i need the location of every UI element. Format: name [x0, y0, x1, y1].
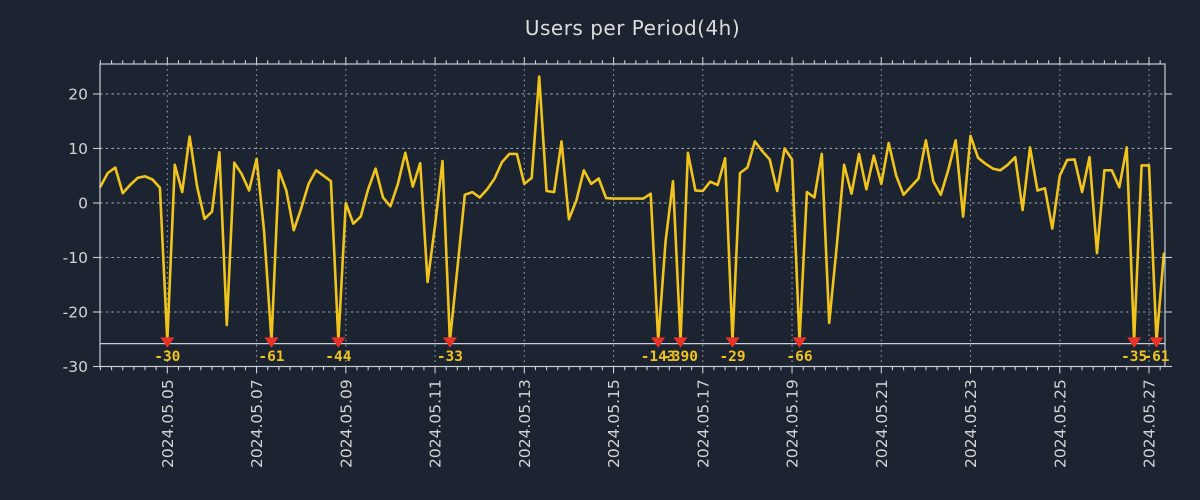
outlier-marker-icon [331, 337, 346, 348]
marker-value-label: -66 [786, 349, 812, 365]
marker-value-label: -44 [325, 349, 351, 365]
outlier-marker-icon [160, 337, 175, 348]
x-tick-label: 2024.05.27 [1141, 379, 1159, 468]
marker-value-label: -33 [437, 349, 463, 365]
outlier-marker-icon [1127, 337, 1142, 348]
marker-value-label: -29 [719, 349, 745, 365]
marker-value-label: -61 [258, 349, 284, 365]
x-tick-label: 2024.05.23 [962, 379, 980, 468]
x-tick-label: 2024.05.21 [873, 379, 891, 468]
y-tick-label: 20 [68, 85, 88, 103]
y-tick-label: -10 [63, 249, 88, 267]
chart-title: Users per Period(4h) [524, 16, 741, 40]
outlier-marker-icon [651, 337, 666, 348]
x-tick-label: 2024.05.07 [248, 379, 266, 468]
marker-value-label: -30 [154, 349, 180, 365]
outlier-marker-icon [792, 337, 807, 348]
y-tick-label: 0 [78, 194, 88, 212]
outlier-marker-icon [725, 337, 740, 348]
x-tick-label: 2024.05.15 [605, 379, 623, 468]
outlier-marker-icon [264, 337, 279, 348]
plot-border [99, 63, 1166, 368]
marker-value-label: -61 [1143, 349, 1169, 365]
marker-value-label: -143 [641, 349, 676, 365]
marker-value-label: -35 [1121, 349, 1147, 365]
y-tick-label: -20 [63, 303, 88, 321]
x-tick-label: 2024.05.17 [694, 379, 712, 468]
x-tick-label: 2024.05.19 [784, 379, 802, 468]
x-tick-label: 2024.05.25 [1051, 379, 1069, 468]
outlier-marker-icon [442, 337, 457, 348]
x-tick-label: 2024.05.11 [427, 379, 445, 468]
outlier-marker-icon [673, 337, 688, 348]
y-tick-label: -30 [63, 358, 88, 376]
x-tick-label: 2024.05.13 [516, 379, 534, 468]
y-tick-label: 10 [68, 140, 88, 158]
outlier-marker-icon [1149, 337, 1164, 348]
x-tick-label: 2024.05.05 [159, 379, 177, 468]
users-series-line [99, 75, 1166, 343]
x-tick-label: 2024.05.09 [337, 379, 355, 468]
marker-value-label: -390 [663, 349, 698, 365]
